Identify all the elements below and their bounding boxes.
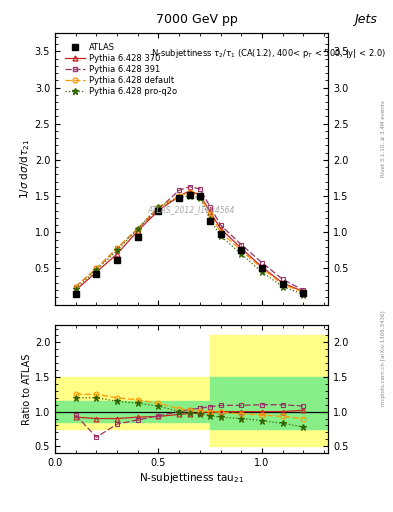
Text: Jets: Jets — [354, 13, 377, 26]
X-axis label: N-subjettiness tau$_{21}$: N-subjettiness tau$_{21}$ — [139, 471, 244, 485]
Text: mcplots.cern.ch [arXiv:1306.3436]: mcplots.cern.ch [arXiv:1306.3436] — [381, 311, 386, 406]
Text: 7000 GeV pp: 7000 GeV pp — [156, 13, 237, 26]
Legend: ATLAS, Pythia 6.428 370, Pythia 6.428 391, Pythia 6.428 default, Pythia 6.428 pr: ATLAS, Pythia 6.428 370, Pythia 6.428 39… — [65, 43, 177, 96]
Text: Rivet 3.1.10, ≥ 3.4M events: Rivet 3.1.10, ≥ 3.4M events — [381, 100, 386, 177]
Y-axis label: Ratio to ATLAS: Ratio to ATLAS — [22, 353, 32, 425]
Text: ATLAS_2012_I1094564: ATLAS_2012_I1094564 — [148, 205, 235, 214]
Y-axis label: 1/$\sigma$ d$\sigma$/d$\tau_{21}$: 1/$\sigma$ d$\sigma$/d$\tau_{21}$ — [18, 139, 32, 199]
Text: N-subjettiness $\tau_2/\tau_1$ (CA(1.2), 400< p$_T$ < 500, |y| < 2.0): N-subjettiness $\tau_2/\tau_1$ (CA(1.2),… — [151, 47, 386, 60]
